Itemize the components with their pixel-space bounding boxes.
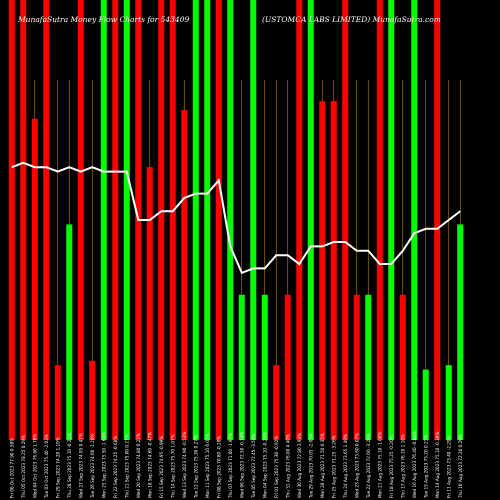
x-tick-labels: Fri 06 Oct 2023 77.90 0.58% Thu 05 Oct 20…: [9, 431, 463, 499]
x-tick-label: Mon 04 Sep 2023 75.10 -0.28%: [262, 432, 267, 498]
x-tick-label: Thu 17 Aug 2023 76.10 1.10%: [400, 434, 405, 499]
money-flow-line: [11, 161, 461, 275]
x-tick-label: Mon 11 Sep 2023 75.10 6.07%: [205, 433, 210, 498]
bar: [342, 0, 349, 440]
bar: [204, 0, 211, 440]
bar: [411, 0, 418, 440]
bar: [43, 0, 50, 440]
x-tick-label: Thu 28 Sep 2023 75.10 -0.21%: [67, 433, 72, 499]
chart-title-left: MunafaSutra Money Flow Charts for 543409: [17, 15, 189, 24]
x-tick-label: Fri 29 Sep 2023 74.20 1.19%: [55, 437, 60, 498]
bar: [66, 224, 73, 440]
x-tick-label: Mon 25 Sep 2023 75.50 -1.68%: [101, 432, 106, 498]
bar: [158, 0, 165, 440]
x-tick-label: Wed 13 Sep 2023 74.90 -0.53%: [182, 432, 187, 498]
bar: [365, 294, 372, 440]
bar: [330, 101, 337, 440]
bar: [445, 365, 452, 440]
bar: [54, 365, 61, 440]
x-tick-label: Fri 18 Aug 2023 75.25 -0.20%: [389, 435, 394, 498]
x-tick-label: Tue 22 Aug 2023 72.60 -3.26%: [366, 433, 371, 499]
bar: [238, 294, 245, 440]
x-tick-label: Wed 20 Sep 2023 74.80 0.27%: [136, 433, 141, 498]
x-tick-label: Fri 15 Sep 2023 74.95 -0.99%: [159, 436, 164, 498]
x-tick-label: Thu 07 Sep 2023 71.00 -1.97%: [228, 433, 233, 499]
bar: [353, 294, 360, 440]
x-tick-label: Mon 28 Aug 2023 71.50 0.35%: [320, 433, 325, 498]
bar: [215, 0, 222, 440]
x-tick-label: Tue 03 Oct 2023 75.40 -2.03%: [44, 434, 49, 499]
x-tick-label: Fri 11 Aug 2023 73.40 -2.29%: [446, 435, 451, 498]
bar: [284, 294, 291, 440]
bar: [307, 0, 314, 440]
x-tick-label: Thu 24 Aug 2023 73.65 1.40%: [343, 434, 348, 499]
x-tick-label: Fri 08 Sep 2023 70.80 -0.28%: [216, 436, 221, 498]
x-tick-label: Fri 22 Sep 2023 74.25 -0.68%: [113, 436, 118, 498]
x-tick-label: Thu 05 Oct 2023 78.25 0.29%: [21, 435, 26, 499]
bar: [457, 224, 464, 440]
x-tick-label: Wed 06 Sep 2023 72.50 -0.14%: [239, 432, 244, 498]
bar: [388, 0, 395, 440]
bar: [434, 0, 441, 440]
x-tick-label: Tue 29 Aug 2023 70.05 -2.03%: [308, 433, 313, 499]
bar: [250, 0, 257, 440]
x-tick-label: Tue 12 Sep 2023 75.30 0.27%: [193, 435, 198, 499]
bar: [319, 101, 326, 440]
bar: [181, 110, 188, 440]
x-tick-label: Mon 14 Aug 2023 75.10 -0.39%: [435, 432, 440, 498]
bar: [422, 369, 429, 440]
x-tick-label: Fri 01 Sep 2023 75.30 -0.92%: [274, 436, 279, 498]
x-tick-label: Tue 26 Sep 2023 74.60 -1.20%: [90, 433, 95, 499]
bar: [146, 167, 153, 440]
x-tick-label: Fri 25 Aug 2023 71.25 -3.26%: [331, 435, 336, 498]
bar: [8, 0, 15, 440]
bar: [399, 294, 406, 440]
x-tick-label: Mon 18 Sep 2023 74.60 -0.47%: [147, 432, 152, 498]
bar: [376, 0, 383, 440]
bar: [169, 0, 176, 440]
x-tick-label: Thu 21 Sep 2023 75.00 0.27%: [124, 434, 129, 499]
bar: [89, 360, 96, 440]
x-tick-label: Tue 15 Aug 2023 75.20 0.21%: [423, 435, 428, 499]
x-tick-label: Wed 27 Sep 2023 74.95 0.47%: [78, 433, 83, 498]
bar: [112, 0, 119, 440]
bar: [20, 0, 27, 440]
x-tick-label: Wed 30 Aug 2023 72.80 3.93%: [297, 433, 302, 498]
x-tick-label: Wed 16 Aug 2023 76.40 -0.84%: [412, 431, 417, 498]
bar: [192, 0, 199, 440]
bar: [123, 0, 130, 440]
x-tick-label: Mon 21 Aug 2023 75.10 -1.08%: [377, 432, 382, 498]
chart-title-right: (USTOMCA LABS LIMITED) MunafaSutra.com: [262, 15, 441, 24]
bar: [227, 0, 234, 440]
x-tick-label: Wed 23 Aug 2023 73.60 0.07%: [354, 433, 359, 498]
x-tick-label: Fri 06 Oct 2023 77.90 0.58%: [9, 438, 14, 498]
x-tick-label: Thu 10 Aug 2023 72.20 0.20%: [458, 434, 463, 499]
bar: [261, 294, 268, 440]
bar: [31, 118, 38, 441]
x-tick-label: Wed 04 Oct 2023 76.80 1.78%: [32, 434, 37, 498]
bar: [100, 0, 107, 440]
x-tick-label: Tue 05 Sep 2023 72.45 -3.54%: [251, 433, 256, 499]
x-tick-label: Thu 31 Aug 2023 76.00 4.40%: [285, 434, 290, 499]
bar: [77, 0, 84, 440]
x-tick-label: Thu 14 Sep 2023 75.70 1.07%: [170, 434, 175, 499]
bar: [273, 365, 280, 440]
bar: [296, 0, 303, 440]
